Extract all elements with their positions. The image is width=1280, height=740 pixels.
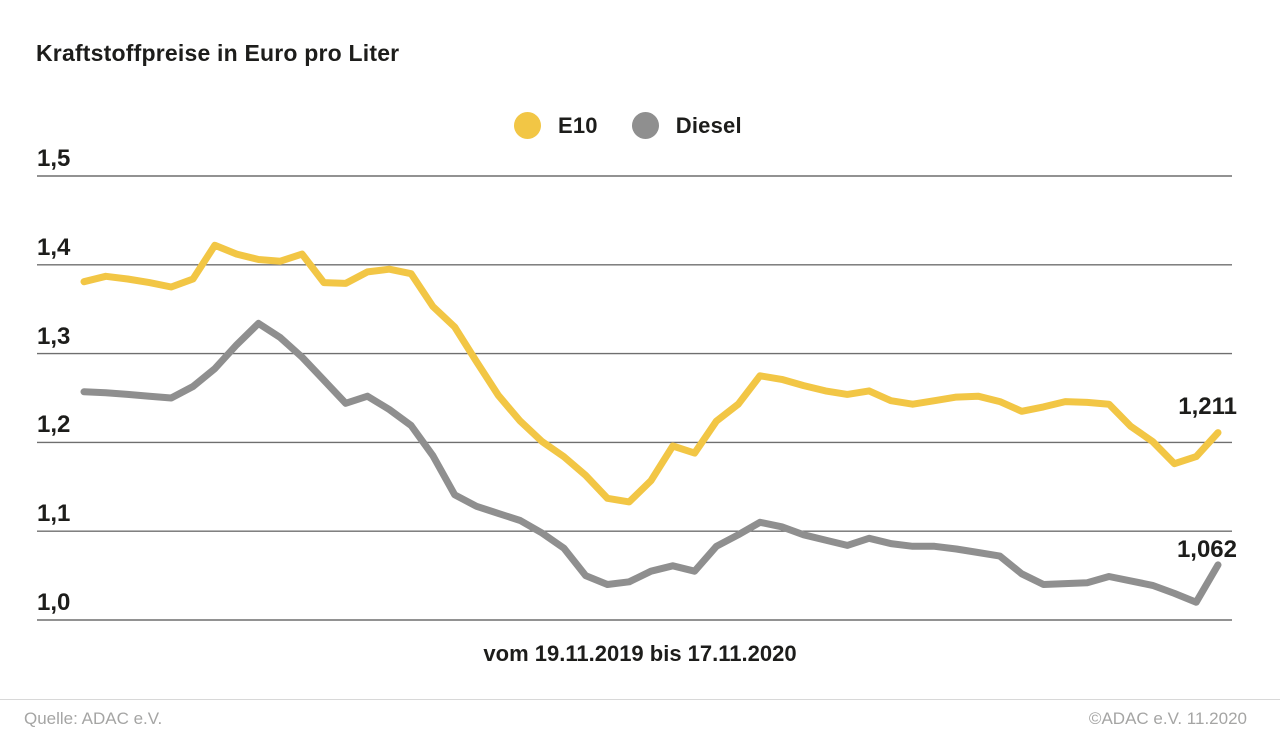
y-tick-label-1,0: 1,0 xyxy=(37,589,71,616)
e10-color-dot-icon xyxy=(514,112,541,139)
y-tick-label-1,4: 1,4 xyxy=(37,233,71,261)
footer-divider xyxy=(0,699,1280,700)
legend-label-diesel: Diesel xyxy=(675,112,742,138)
legend-item-e10: E10 xyxy=(514,112,598,139)
page-title: Kraftstoffpreise in Euro pro Liter xyxy=(36,40,400,66)
x-axis-period-label: vom 19.11.2019 bis 17.11.2020 xyxy=(483,641,797,666)
legend-item-diesel: Diesel xyxy=(631,112,742,139)
e10-end-value-label: 1,211 xyxy=(1178,393,1237,420)
y-tick-label-1,2: 1,2 xyxy=(37,411,71,439)
y-tick-label-1,5: 1,5 xyxy=(37,145,71,172)
copyright-note: ©ADAC e.V. 11.2020 xyxy=(1088,709,1247,728)
y-tick-label-1,3: 1,3 xyxy=(37,322,71,350)
diesel-price-line xyxy=(80,319,1222,606)
diesel-end-value-label: 1,062 xyxy=(1176,536,1237,563)
source-note: Quelle: ADAC e.V. xyxy=(24,709,163,728)
diesel-color-dot-icon xyxy=(631,112,659,139)
y-tick-label-1,1: 1,1 xyxy=(37,500,71,528)
e10-price-line xyxy=(80,241,1222,506)
chart-legend: E10 Diesel xyxy=(514,112,742,139)
legend-label-e10: E10 xyxy=(558,112,598,138)
